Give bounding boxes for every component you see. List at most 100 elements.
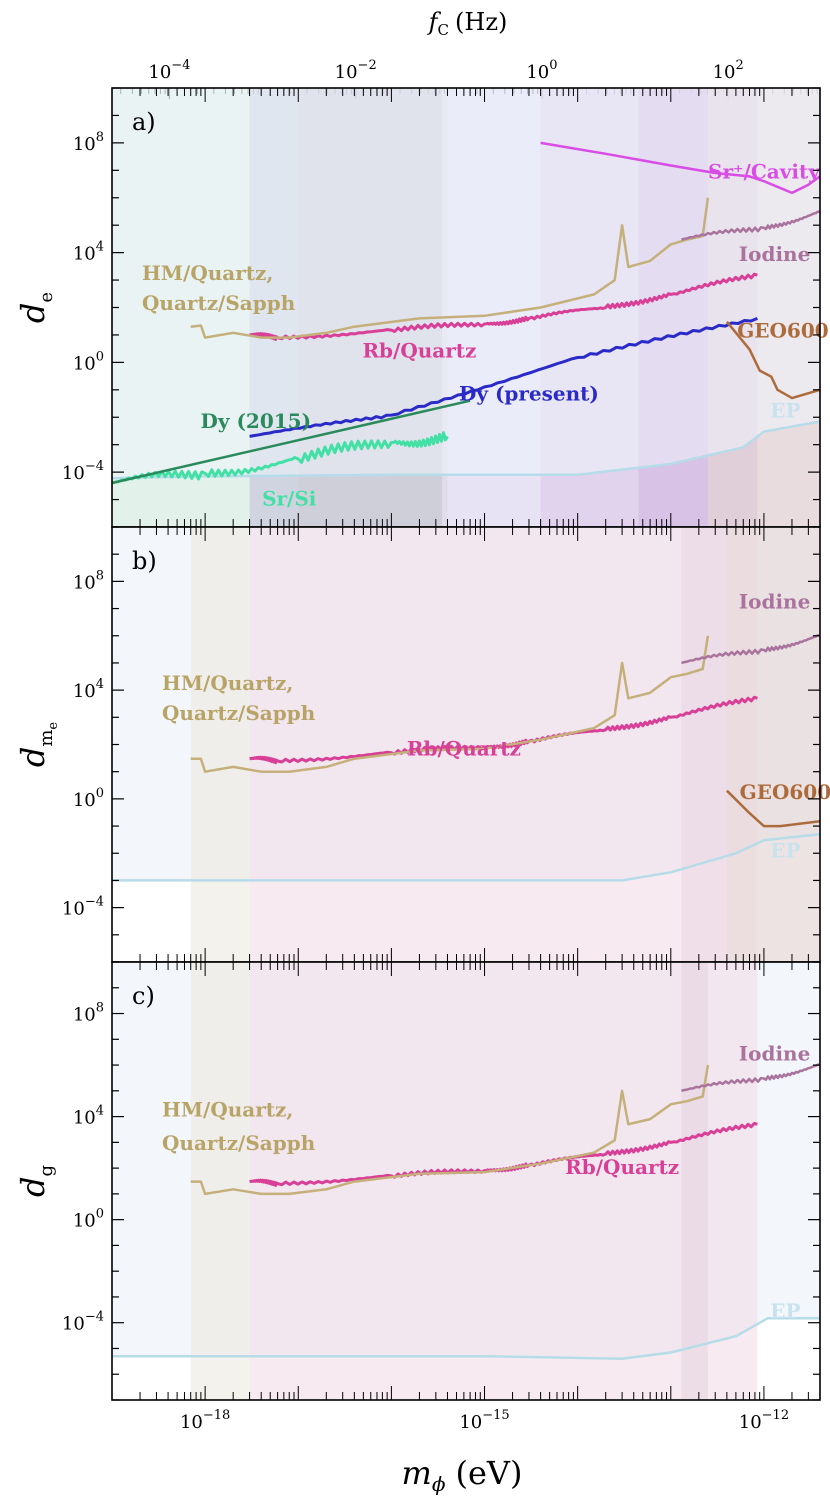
x-tick-label: 10−15 bbox=[459, 1408, 509, 1433]
series-label-rb-quartz: Rb/Quartz bbox=[565, 1155, 679, 1179]
y-axis-title-main: d bbox=[14, 747, 52, 767]
panel-label: a) bbox=[132, 108, 156, 136]
series-label-dy-present: Dy (present) bbox=[459, 382, 599, 406]
series-line-hm-quartz bbox=[190, 635, 710, 773]
y-tick-label-exponent: 8 bbox=[96, 130, 104, 145]
y-tick-label: 104 bbox=[73, 1104, 104, 1129]
series-line-iodine bbox=[681, 1063, 820, 1093]
series-label-geo600: GEO600 bbox=[740, 780, 830, 804]
y-tick-label-base: 10 bbox=[73, 681, 96, 702]
series-label-ep: EP bbox=[770, 838, 800, 862]
y-axis-title-subsub: e bbox=[46, 722, 61, 730]
series-line-ep bbox=[112, 832, 820, 882]
y-tick-label: 10−4 bbox=[62, 895, 104, 920]
series-label-rb-quartz: Rb/Quartz bbox=[362, 339, 476, 363]
y-tick-label-base: 10 bbox=[73, 1005, 96, 1026]
x-tick-label: 10−18 bbox=[180, 1408, 230, 1433]
x-tick-label-exponent: −15 bbox=[482, 1408, 509, 1423]
panel-a: Sr/Si Dy (2015) Dy (present) Rb/Quartz HM/Qu… bbox=[14, 87, 829, 528]
y-axis-title-sub: m bbox=[36, 730, 57, 747]
series-line-iodine bbox=[681, 634, 820, 665]
y-tick-label-base: 10 bbox=[62, 463, 85, 484]
series-line-sr-cavity bbox=[540, 141, 820, 195]
x-axis-title: mϕ (eV) bbox=[402, 1454, 523, 1496]
x-tick-label-base: 10 bbox=[459, 1412, 482, 1433]
y-axis-title-main: d bbox=[14, 303, 52, 323]
y-tick-label-exponent: 0 bbox=[96, 1207, 104, 1222]
y-axis-title-sub: e bbox=[36, 292, 57, 303]
y-tick-label: 100 bbox=[73, 349, 104, 374]
excluded-region bbox=[190, 527, 250, 962]
y-axis-title-sub: g bbox=[36, 1165, 57, 1177]
top-tick-label-exponent: −2 bbox=[358, 58, 377, 73]
series-line-dy-present bbox=[249, 317, 758, 438]
y-tick-label-base: 10 bbox=[73, 1211, 96, 1232]
top-tick-label-base: 10 bbox=[148, 62, 171, 83]
top-tick-label-exponent: 0 bbox=[549, 58, 557, 73]
excluded-region-ep bbox=[112, 88, 820, 479]
y-tick-label: 100 bbox=[73, 786, 104, 811]
y-tick-label-exponent: −4 bbox=[85, 895, 104, 910]
top-tick-label: 102 bbox=[713, 58, 744, 83]
series-label-iodine: Iodine bbox=[739, 1042, 811, 1066]
series-line-ep bbox=[112, 420, 820, 480]
x-tick-label-exponent: −12 bbox=[762, 1408, 789, 1423]
x-axis-title-main: m bbox=[402, 1454, 432, 1492]
series-line-iodine bbox=[681, 210, 820, 241]
series-label-hm-quartz: HM/Quartz, bbox=[162, 1098, 293, 1122]
series-label-iodine: Iodine bbox=[739, 242, 811, 266]
plot-area bbox=[112, 88, 820, 527]
y-tick-label-base: 10 bbox=[73, 244, 96, 265]
x-tick-label: 10−12 bbox=[739, 1408, 789, 1433]
x-tick-label-base: 10 bbox=[739, 1412, 762, 1433]
y-tick-label: 100 bbox=[73, 1207, 104, 1232]
series-line-geo600 bbox=[726, 789, 820, 828]
series-line-sr-si bbox=[112, 431, 449, 485]
top-tick-label: 10−4 bbox=[148, 58, 190, 83]
top-tick-label-exponent: −4 bbox=[171, 58, 190, 73]
y-tick-label-base: 10 bbox=[73, 134, 96, 155]
panel-c: Iodine HM/Quartz, Quartz/Sapph Rb/Quartz EP 1… bbox=[14, 961, 821, 1433]
series-label-hm-quartz: HM/Quartz, bbox=[142, 261, 273, 285]
panel-b: Iodine HM/Quartz, Quartz/Sapph Rb/Quartz GEO… bbox=[14, 526, 830, 963]
plot-area bbox=[112, 962, 820, 1400]
series-label-quartz-sapph: Quartz/Sapph bbox=[142, 291, 296, 315]
y-tick-label-exponent: 4 bbox=[96, 1104, 104, 1119]
series-line-geo600 bbox=[725, 321, 820, 400]
excluded-region bbox=[726, 527, 820, 962]
y-tick-label: 104 bbox=[73, 240, 104, 265]
y-tick-label-exponent: 8 bbox=[96, 1001, 104, 1016]
x-tick-label-base: 10 bbox=[180, 1412, 203, 1433]
series-label-geo600: GEO600 bbox=[737, 319, 829, 343]
x-axis-title-sub: ϕ bbox=[432, 1472, 446, 1496]
series-label-ep: EP bbox=[770, 1299, 800, 1323]
y-tick-label-base: 10 bbox=[73, 1108, 96, 1129]
panel-label: b) bbox=[132, 547, 157, 575]
y-axis-title-main: d bbox=[14, 1177, 52, 1197]
top-axis-title: fC (Hz) bbox=[427, 8, 508, 39]
x-tick-label-exponent: −18 bbox=[203, 1408, 230, 1423]
y-tick-label-exponent: −4 bbox=[85, 459, 104, 474]
y-tick-label-exponent: 0 bbox=[96, 349, 104, 364]
y-tick-label: 104 bbox=[73, 677, 104, 702]
top-axis-title-sub: C bbox=[438, 21, 449, 39]
plot-area bbox=[112, 527, 820, 962]
x-axis-title-unit: (eV) bbox=[455, 1454, 522, 1492]
top-tick-label: 10−2 bbox=[335, 58, 377, 83]
y-axis-title: de bbox=[14, 292, 57, 323]
series-line-dy-2015 bbox=[112, 399, 471, 485]
y-tick-label-base: 10 bbox=[62, 899, 85, 920]
y-tick-label: 108 bbox=[73, 568, 104, 593]
series-label-iodine: Iodine bbox=[739, 590, 811, 614]
series-label-sr-cavity: Sr⁺/Cavity bbox=[708, 160, 821, 184]
y-tick-label: 108 bbox=[73, 130, 104, 155]
top-axis-title-unit: (Hz) bbox=[455, 8, 507, 36]
y-tick-label-exponent: 4 bbox=[96, 677, 104, 692]
panel-label: c) bbox=[132, 982, 155, 1010]
y-tick-label-base: 10 bbox=[73, 790, 96, 811]
series-label-rb-quartz: Rb/Quartz bbox=[407, 736, 521, 760]
y-tick-label-exponent: −4 bbox=[85, 1310, 104, 1325]
series-line-hm-quartz bbox=[190, 1064, 710, 1196]
series-label-sr-si: Sr/Si bbox=[262, 487, 317, 511]
y-tick-label-base: 10 bbox=[73, 572, 96, 593]
